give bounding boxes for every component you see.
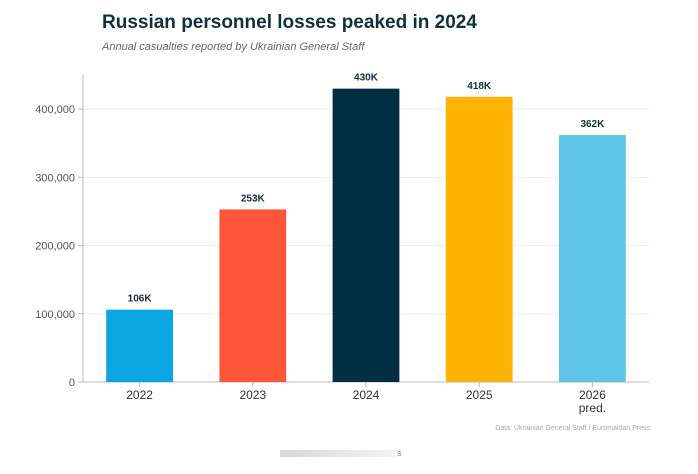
scroll-bar[interactable] — [280, 450, 396, 457]
y-tick-label: 0 — [69, 377, 75, 389]
bar-2024[interactable] — [332, 88, 400, 383]
chart-source: Data: Ukrainian General Staff / Euromaid… — [495, 425, 650, 432]
x-tick-label: 2023 — [239, 388, 266, 402]
bar-2026[interactable] — [559, 135, 626, 382]
chart-subtitle: Annual casualties reported by Ukrainian … — [102, 41, 365, 53]
bars — [106, 88, 626, 383]
x-tick-label: 2024 — [353, 388, 380, 402]
data-label: 253K — [241, 193, 266, 204]
scroll-indicator[interactable]: s — [280, 449, 402, 458]
tick-labels: 0 100,000 200,000 300,000 400,000 2022 2023 202… — [35, 104, 606, 415]
data-labels: 106K 253K 430K 418K 362K — [128, 73, 605, 305]
x-tick-label: 2025 — [466, 388, 493, 402]
y-tick-label: 100,000 — [35, 309, 75, 321]
y-tick-label: 400,000 — [35, 104, 75, 116]
x-tick-label: 2026 pred. — [579, 388, 606, 415]
chart-title: Russian personnel losses peaked in 2024 — [102, 12, 477, 33]
bar-2025[interactable] — [445, 96, 513, 382]
bar-2022[interactable] — [106, 309, 173, 382]
x-tick-label: 2022 — [126, 388, 153, 402]
data-label: 418K — [467, 81, 492, 92]
y-tick-label: 300,000 — [35, 172, 75, 184]
bar-2023[interactable] — [219, 209, 287, 382]
y-tick-label: 200,000 — [35, 241, 75, 253]
data-label: 362K — [580, 119, 605, 130]
data-label: 430K — [354, 73, 379, 84]
scroll-letter: s — [397, 448, 402, 458]
data-label: 106K — [128, 294, 153, 305]
